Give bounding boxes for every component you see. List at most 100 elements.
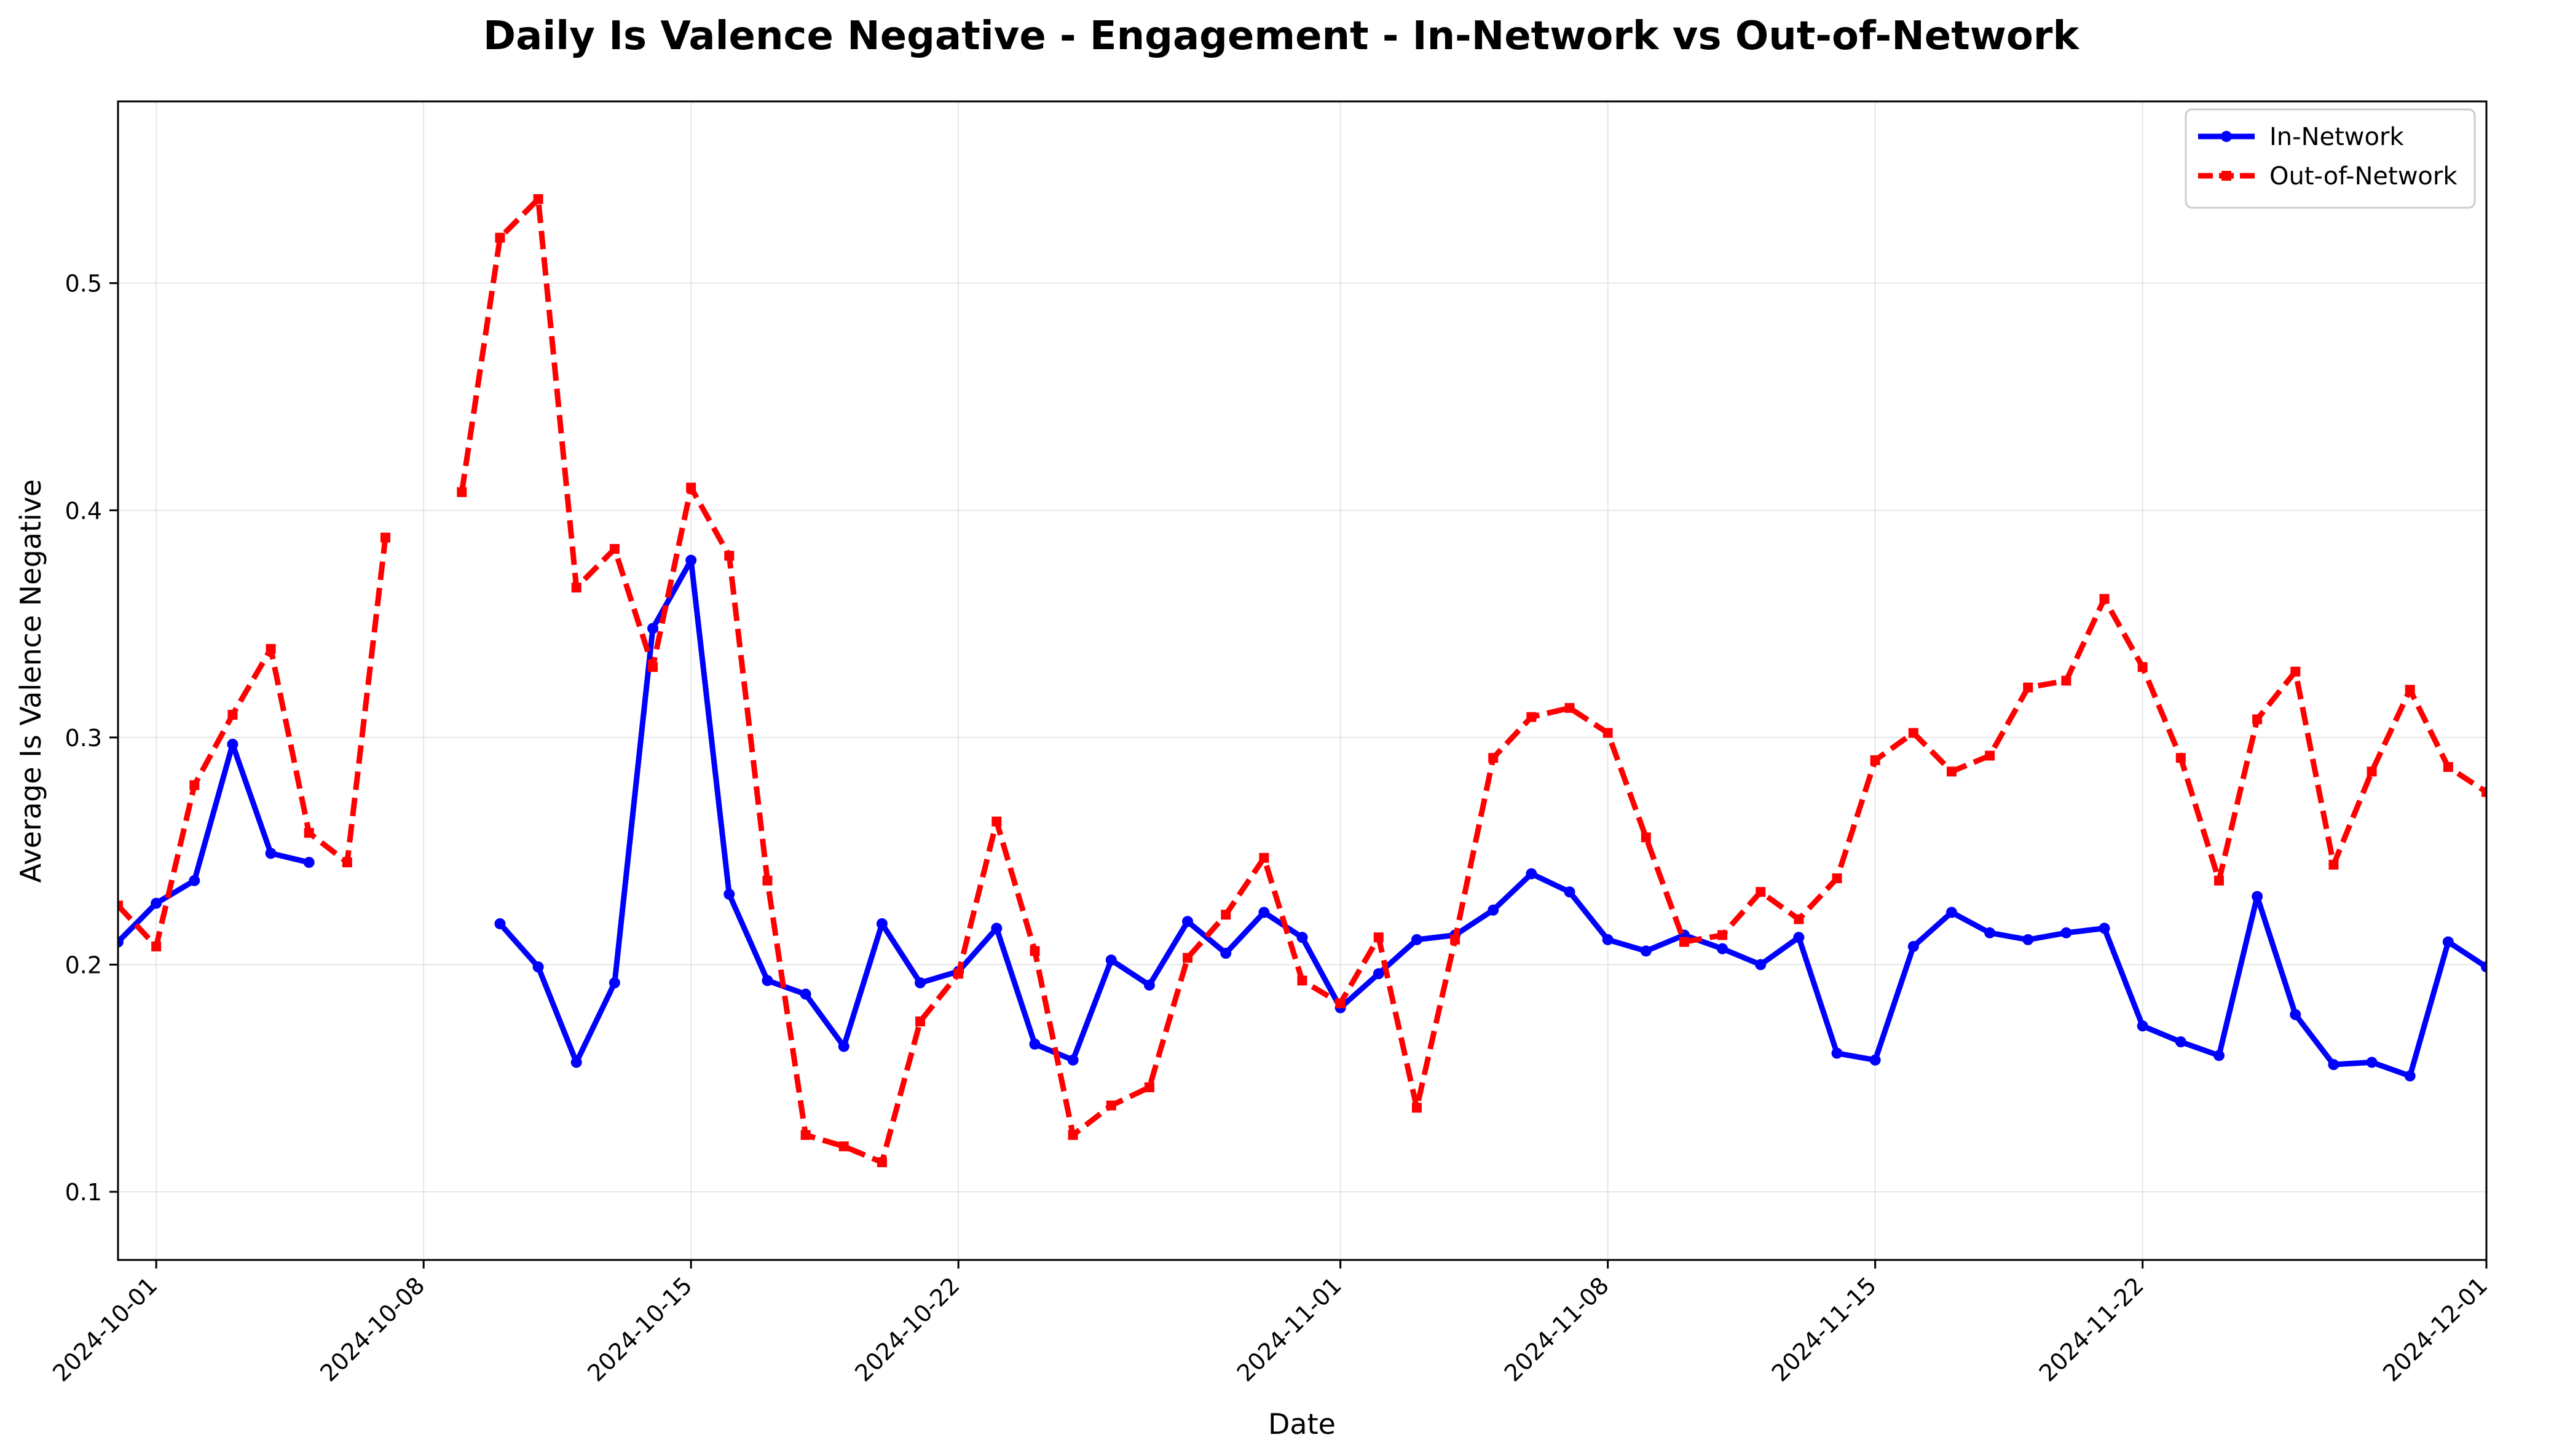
data-point [2442, 936, 2454, 948]
x-tick-label: 2024-10-22 [849, 1272, 964, 1387]
data-point [991, 816, 1002, 827]
x-tick-label: 2024-10-01 [47, 1272, 162, 1387]
data-point [1717, 930, 1728, 940]
data-point [1297, 975, 1307, 986]
data-point [1945, 907, 1957, 918]
y-tick-label: 0.5 [65, 270, 102, 297]
data-point [1068, 1130, 1078, 1140]
data-point [1679, 937, 1689, 947]
data-point [762, 975, 773, 986]
data-point [2290, 666, 2301, 677]
data-point [1908, 728, 1918, 738]
data-point [533, 194, 543, 204]
data-point [2061, 675, 2071, 686]
data-point [2175, 1036, 2186, 1048]
data-point [2328, 859, 2339, 870]
data-point [118, 936, 124, 948]
data-point [685, 554, 697, 566]
data-point [1717, 943, 1728, 954]
data-point [304, 828, 314, 838]
data-point [1602, 728, 1613, 738]
legend-label: In-Network [2269, 123, 2404, 151]
data-point [724, 551, 735, 561]
data-point [1602, 934, 1614, 945]
data-point [648, 662, 658, 672]
data-point [1984, 927, 1996, 939]
data-point [342, 857, 352, 868]
x-tick-label: 2024-10-15 [582, 1272, 697, 1387]
data-point [1373, 968, 1384, 980]
data-point [1411, 1103, 1422, 1113]
x-axis-label: Date [1268, 1407, 1336, 1441]
data-point [1869, 1054, 1881, 1066]
series-line [118, 557, 2486, 1079]
data-point [494, 918, 506, 929]
data-point [2022, 934, 2034, 945]
data-point [647, 623, 659, 634]
y-tick-label: 0.3 [65, 725, 102, 752]
data-point [151, 897, 162, 909]
data-point [1030, 946, 1040, 956]
data-point [1985, 750, 1995, 761]
data-point [1450, 934, 1460, 945]
data-point [2099, 923, 2110, 934]
data-point [571, 582, 581, 592]
data-point [2060, 927, 2072, 939]
data-point [1755, 959, 1767, 970]
data-point [118, 900, 123, 911]
data-point [532, 961, 544, 973]
series-line [118, 196, 2486, 1165]
data-point [1105, 954, 1117, 966]
x-tick-label: 2024-11-22 [2034, 1272, 2149, 1387]
data-point [495, 232, 505, 243]
data-point [1832, 873, 1842, 884]
data-point [1296, 932, 1308, 943]
y-tick-label: 0.1 [65, 1179, 102, 1206]
y-tick-label: 0.4 [65, 497, 102, 524]
data-point [1029, 1038, 1041, 1050]
data-point [991, 923, 1003, 934]
data-point [1488, 904, 1499, 916]
x-tick-label: 2024-11-08 [1499, 1272, 1614, 1387]
data-point [609, 977, 620, 989]
plot-frame [117, 100, 2488, 1261]
y-tick-label: 0.2 [65, 952, 102, 979]
legend-box [2185, 108, 2476, 209]
data-point [2137, 1020, 2148, 1032]
data-point [2481, 787, 2486, 797]
data-point [1641, 832, 1651, 843]
data-point [2367, 766, 2377, 777]
data-point [2481, 961, 2486, 973]
data-point [2213, 875, 2224, 886]
data-point [1831, 1047, 1843, 1059]
data-point [2443, 761, 2453, 772]
x-tick-label: 2024-11-01 [1232, 1272, 1347, 1387]
data-point [838, 1141, 849, 1152]
data-point [2252, 891, 2263, 902]
data-point [2366, 1057, 2378, 1068]
data-point [1756, 887, 1766, 897]
data-point [380, 532, 391, 543]
data-point [2175, 753, 2186, 763]
series-layer [118, 194, 2486, 1168]
data-point [1144, 1082, 1154, 1093]
data-point [2290, 1009, 2301, 1020]
legend-marker [2221, 171, 2231, 181]
data-point [1564, 886, 1575, 898]
data-point [1793, 932, 1805, 943]
data-point [1373, 932, 1384, 943]
data-point [838, 1041, 849, 1052]
data-point [877, 1157, 887, 1168]
data-point [2099, 594, 2110, 604]
data-point [227, 709, 238, 720]
data-point [189, 875, 200, 886]
data-point [1221, 910, 1231, 920]
y-axis-label: Average Is Valence Negative [14, 479, 47, 883]
data-point [1526, 868, 1537, 880]
data-point [2405, 685, 2415, 695]
series-in-network [118, 554, 2486, 1082]
data-point [800, 1130, 811, 1140]
x-tick-label: 2024-11-15 [1767, 1272, 1882, 1387]
data-point [570, 1057, 582, 1068]
